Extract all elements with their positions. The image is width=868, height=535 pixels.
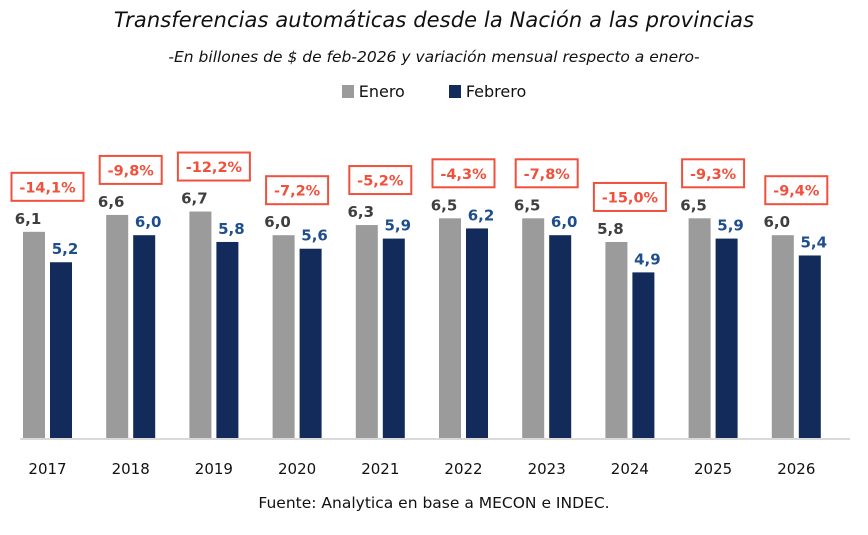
bar-enero-2025 (688, 218, 711, 438)
legend-label-enero: Enero (358, 82, 405, 101)
variation-box-2022 (431, 158, 496, 189)
variation-label-2017: -14,1% (19, 180, 76, 196)
data-label-enero-2026: 6,0 (764, 213, 791, 231)
data-label-febrero-2020: 5,6 (301, 227, 328, 245)
variation-box-2019 (176, 151, 251, 182)
data-label-enero-2021: 6,3 (348, 203, 375, 221)
bar-febrero-2018 (133, 235, 156, 438)
data-label-febrero-2021: 5,9 (385, 217, 412, 235)
data-label-enero-2023: 6,5 (514, 196, 541, 214)
variation-box-2018 (98, 154, 163, 185)
legend-swatch-febrero (448, 85, 461, 98)
x-tick-label-2026: 2026 (777, 460, 815, 478)
legend-item-enero: Enero (341, 82, 405, 101)
x-tick-label-2025: 2025 (694, 460, 732, 478)
bar-febrero-2024 (632, 272, 655, 438)
x-tick-label-2022: 2022 (444, 460, 482, 478)
variation-box-2020 (265, 175, 330, 206)
data-label-enero-2022: 6,5 (431, 196, 458, 214)
variation-box-2023 (514, 158, 579, 189)
x-tick-label-2020: 2020 (278, 460, 316, 478)
bar-enero-2026 (771, 235, 794, 438)
data-label-enero-2024: 5,8 (597, 220, 624, 238)
data-label-enero-2019: 6,7 (181, 190, 208, 208)
variation-label-2023: -7,8% (524, 167, 571, 183)
data-label-enero-2017: 6,1 (15, 210, 42, 228)
variation-label-2020: -7,2% (274, 184, 321, 200)
data-label-febrero-2025: 5,9 (717, 217, 744, 235)
bar-enero-2024 (605, 241, 628, 438)
variation-box-2021 (348, 165, 413, 196)
variation-box-2025 (681, 158, 746, 189)
data-label-febrero-2017: 5,2 (52, 240, 79, 258)
data-label-febrero-2024: 4,9 (634, 250, 661, 268)
data-label-enero-2020: 6,0 (264, 213, 291, 231)
legend-swatch-enero (341, 85, 354, 98)
variation-box-2017 (10, 171, 85, 202)
variation-label-2021: -5,2% (357, 174, 404, 190)
variation-label-2022: -4,3% (440, 167, 487, 183)
data-label-febrero-2019: 5,8 (218, 220, 245, 238)
x-tick-label-2017: 2017 (28, 460, 66, 478)
bar-enero-2019 (189, 211, 212, 438)
bar-febrero-2019 (216, 241, 239, 438)
bar-febrero-2026 (798, 255, 821, 438)
chart-title: Transferencias automáticas desde la Naci… (113, 8, 755, 32)
source-note: Fuente: Analytica en base a MECON e INDE… (258, 494, 610, 512)
data-label-enero-2025: 6,5 (680, 196, 707, 214)
bar-enero-2018 (106, 214, 129, 438)
bar-febrero-2022 (466, 228, 488, 438)
bar-enero-2020 (272, 235, 295, 438)
bar-enero-2021 (355, 225, 378, 438)
legend-item-febrero: Febrero (448, 82, 527, 101)
bar-febrero-2021 (382, 238, 405, 438)
variation-label-2018: -9,8% (108, 163, 155, 179)
data-label-febrero-2022: 6,2 (468, 206, 495, 224)
bar-enero-2017 (23, 231, 45, 438)
variation-box-2026 (764, 175, 829, 206)
x-tick-label-2024: 2024 (611, 460, 649, 478)
bar-febrero-2023 (549, 235, 572, 438)
data-label-enero-2018: 6,6 (98, 193, 125, 211)
x-tick-label-2021: 2021 (361, 460, 399, 478)
variation-box-2024 (592, 181, 667, 212)
bar-enero-2022 (439, 218, 461, 438)
x-tick-label-2023: 2023 (528, 460, 566, 478)
variation-label-2025: -9,3% (690, 167, 737, 183)
variation-label-2024: -15,0% (602, 190, 659, 206)
chart-subtitle: -En billones de $ de feb-2026 y variació… (168, 48, 700, 66)
data-label-febrero-2023: 6,0 (551, 213, 578, 231)
variation-label-2026: -9,4% (773, 184, 820, 200)
variation-label-2019: -12,2% (186, 160, 243, 176)
bar-enero-2023 (522, 218, 545, 438)
legend-label-febrero: Febrero (465, 82, 527, 101)
data-label-febrero-2018: 6,0 (135, 213, 162, 231)
x-tick-label-2018: 2018 (112, 460, 150, 478)
data-label-febrero-2026: 5,4 (801, 233, 828, 251)
bar-febrero-2017 (50, 262, 72, 438)
x-tick-label-2019: 2019 (195, 460, 233, 478)
bar-febrero-2020 (299, 248, 322, 438)
bar-febrero-2025 (715, 238, 738, 438)
legend: Enero Febrero (0, 82, 868, 101)
